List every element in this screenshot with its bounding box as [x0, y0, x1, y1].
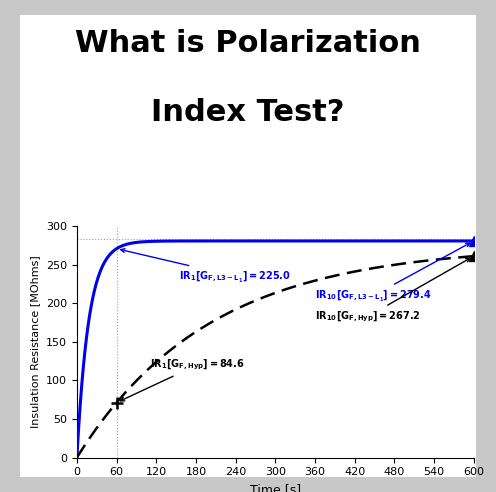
- Text: $\mathbf{IR_1[G_{F,Hyp}] = 84.6}$: $\mathbf{IR_1[G_{F,Hyp}] = 84.6}$: [121, 358, 245, 401]
- Text: $\mathbf{IR_1[G_{F,L3-L_1}] = 225.0}$: $\mathbf{IR_1[G_{F,L3-L_1}] = 225.0}$: [121, 248, 291, 284]
- Text: $\mathbf{IR_{10}[G_{F,Hyp}] = 267.2}$: $\mathbf{IR_{10}[G_{F,Hyp}] = 267.2}$: [315, 258, 470, 324]
- Y-axis label: Insulation Resistance [MOhms]: Insulation Resistance [MOhms]: [30, 255, 41, 429]
- Text: $\mathbf{IR_{10}[G_{F,L3-L_1}] = 279.4}$: $\mathbf{IR_{10}[G_{F,L3-L_1}] = 279.4}$: [315, 243, 470, 303]
- X-axis label: Time [s]: Time [s]: [249, 483, 301, 492]
- Text: Index Test?: Index Test?: [151, 98, 345, 127]
- Text: What is Polarization: What is Polarization: [75, 29, 421, 58]
